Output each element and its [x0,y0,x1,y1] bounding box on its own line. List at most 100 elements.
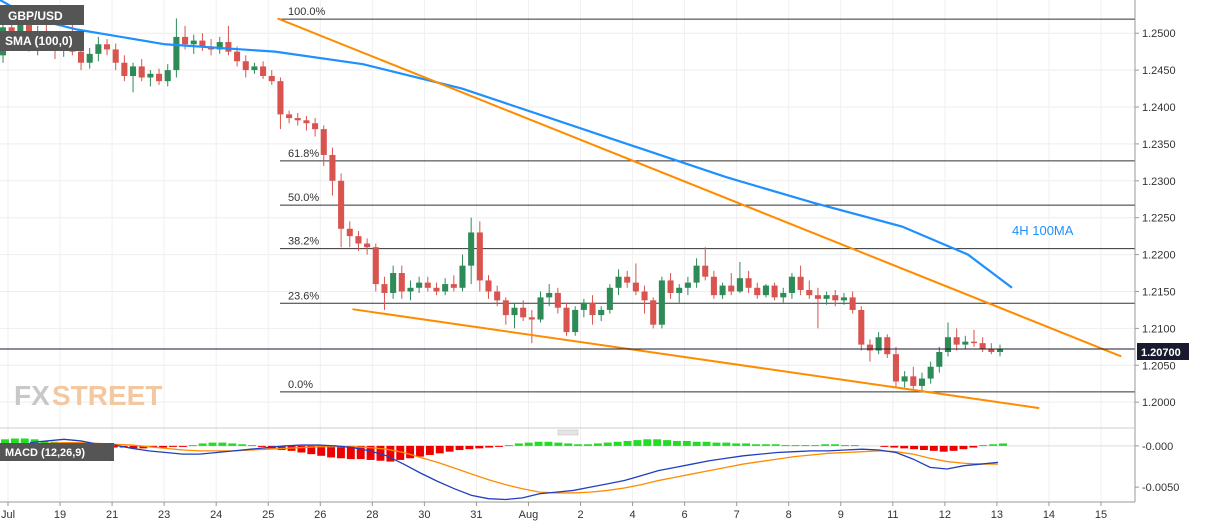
candle-body [502,300,509,316]
candle-body [294,118,301,121]
x-tick-label: 7 [734,509,740,521]
candle-body [147,73,154,78]
candle-body [641,291,648,301]
x-tick-label: 28 [366,509,378,521]
macd-histogram-bar [327,445,336,458]
macd-histogram-bar [159,445,168,448]
candle-body [927,366,934,379]
macd-histogram-bar [386,445,395,462]
y-tick-label: 1.2050 [1142,360,1176,372]
candle-body [658,280,665,325]
candle-body [736,278,743,292]
candle-body [450,284,457,288]
macd-histogram-bar [929,445,938,451]
candle-body [988,349,995,352]
candle-body [797,276,804,291]
candle-body [260,66,267,77]
candle-body [381,284,388,293]
fib-label: 61.8% [288,148,319,160]
candle-body [823,295,830,299]
macd-histogram-bar [504,445,513,447]
macd-histogram-bar [524,442,533,446]
macd-histogram-bar [979,445,988,447]
macd-histogram-bar [228,443,237,446]
y-tick-label: 1.2400 [1142,102,1176,114]
candle-body [719,285,726,296]
indicator-label: SMA (100,0) [5,34,73,48]
candle-body [312,123,319,130]
macd-histogram-bar [672,440,681,446]
x-tick-label: 15 [1095,509,1107,521]
macd-histogram-bar [722,442,731,446]
y-tick-label: 1.2000 [1142,397,1176,409]
candle-body [702,265,709,277]
candle-body [884,337,891,355]
macd-badge [0,443,114,461]
macd-histogram-bar [475,445,484,449]
candle-body [901,376,908,382]
candle-body [320,129,327,155]
macd-histogram-bar [959,445,968,450]
candle-body [606,287,613,310]
indicator-badge [0,31,84,51]
x-tick-label: 2 [577,509,583,521]
macd-histogram-bar [603,442,612,446]
fib-label: 23.6% [288,290,319,302]
candle-body [771,285,778,298]
macd-histogram-bar [821,444,830,446]
macd-histogram-bar [465,445,474,450]
macd-histogram-bar [564,443,573,446]
candle-body [979,343,986,350]
candle-body [624,276,631,283]
macd-histogram-bar [890,445,899,448]
macd-histogram-bar [732,443,741,446]
macd-histogram-bar [169,445,177,447]
candle-body [754,287,761,296]
x-tick-label: 12 [939,509,951,521]
candle-body [164,70,171,82]
candle-body [173,36,180,71]
macd-histogram-bar [366,445,375,460]
candle-body [338,180,345,229]
candle-body [17,19,24,41]
candle-body [780,292,787,298]
macd-histogram-bar [989,444,998,446]
candle-body [416,282,423,288]
x-tick-label: Jul [1,509,15,521]
macd-histogram-bar [495,445,504,447]
macd-histogram-bar [416,445,424,457]
macd-histogram-bar [831,444,839,446]
candle-body [762,285,769,296]
macd-histogram-bar [435,445,444,454]
candle-body [615,276,622,288]
candle-body [788,276,795,293]
candle-body [840,297,847,301]
candle-body [372,247,379,285]
candle-body [580,302,587,310]
macd-histogram-bar [880,445,889,447]
candle-body [199,40,206,47]
lower-trendline [352,308,1040,410]
candle-body [494,291,501,301]
candle-body [130,66,137,77]
candle-body [112,49,119,63]
candle-body [346,228,353,237]
candle-body [745,278,752,288]
axis-layer: 1.2500 1.2450 1.2400 1.2350 1.2300 1.2250 1.22… [0,0,1179,521]
macd-histogram-bar [850,445,859,447]
candle-body [684,282,691,288]
pane-splitter[interactable] [557,429,579,436]
candle-body [806,290,813,296]
x-tick-label: Aug [519,509,539,521]
macd-histogram-bar [198,443,207,446]
candle-body [485,280,492,292]
candle-body [407,287,414,292]
y-tick-label: 1.2100 [1142,323,1176,335]
macd-histogram-bar [653,439,662,446]
macd-histogram-bar [346,445,355,460]
macd-histogram-bar [939,445,948,452]
y-tick-label: 1.2200 [1142,250,1176,262]
macd-histogram-bar [307,445,316,455]
